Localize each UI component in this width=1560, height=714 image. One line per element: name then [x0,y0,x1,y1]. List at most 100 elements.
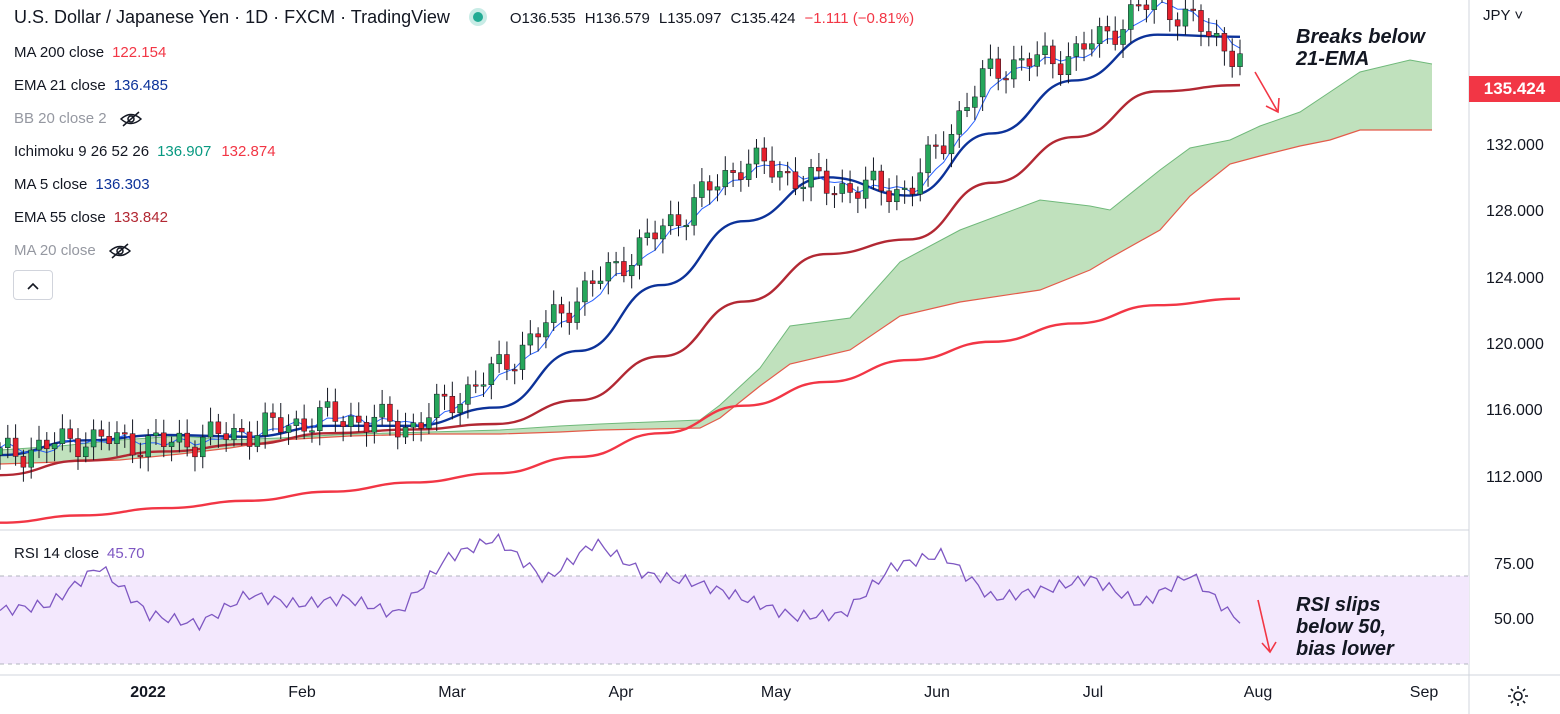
legend-bb20[interactable]: BB 20 close 2 [14,110,143,128]
ohlc-low: L135.097 [658,10,722,27]
candle-body [106,436,112,444]
candle-body [394,421,401,438]
legend-ichimoku[interactable]: Ichimoku 9 26 52 26 136.907 132.874 [14,143,286,160]
candle-body [441,393,448,397]
candle-body [379,403,385,418]
currency-selector[interactable]: JPY ˅ [1483,7,1524,24]
candle-body [722,170,729,188]
rsi-band [0,576,1469,664]
ma5-line [0,1,1241,454]
candle-body [20,456,27,468]
annotation-line: below 50, [1296,616,1387,638]
legend-label: Ichimoku 9 26 52 26 [14,143,150,160]
candle-body [480,384,487,387]
candle-body [239,428,245,433]
candle-body [777,171,783,178]
legend-ema55[interactable]: EMA 55 close 133.842 [14,209,178,226]
candle-body [1135,4,1142,7]
rsi-line [0,532,1241,632]
gear-icon[interactable] [1506,684,1530,708]
price-tick: 132.000 [1486,137,1544,154]
candle-body [714,186,721,191]
candle-body [1112,30,1118,45]
annotation-arrow-price [1254,71,1280,114]
candle-body [1190,8,1196,11]
candle-body [933,144,939,147]
candle-body [324,401,331,408]
legend-value: 133.842 [113,209,168,226]
legend-label: MA 200 close [14,44,105,61]
candle-body [28,449,34,468]
ichimoku-cloud [0,60,1432,464]
candle-body [964,107,970,111]
candle-body [1198,10,1204,32]
candle-body [316,407,323,432]
candle-body [699,181,705,198]
candle-body [90,429,97,448]
candle-body [753,147,760,165]
ema55-line [0,83,1241,477]
time-tick: 2022 [130,684,166,701]
candle-body [808,167,814,188]
candle-body [137,454,144,458]
legend-ma200[interactable]: MA 200 close 122.154 [14,44,176,61]
eye-crossed-icon[interactable] [119,110,143,128]
legend-ma5[interactable]: MA 5 close 136.303 [14,176,160,193]
candle-body [1128,4,1134,30]
price-tick: 124.000 [1486,270,1544,287]
candle-body [839,183,846,194]
legend-ema21[interactable]: EMA 21 close 136.485 [14,77,178,94]
candle-body [660,225,666,240]
time-tick: Sep [1409,684,1439,701]
candle-body [98,429,105,437]
candle-body [792,171,799,189]
candles [0,0,1243,482]
candle-body [129,433,136,456]
candle-body [925,144,931,174]
legend-ma20[interactable]: MA 20 close [14,242,132,260]
candle-body [1174,19,1181,27]
candle-body [847,183,853,193]
market-status-icon [472,12,483,23]
candle-body [1073,43,1079,57]
candle-body [418,422,424,429]
time-tick: Mar [438,684,466,701]
ma200-line [0,297,1241,524]
candle-body [1229,50,1235,67]
candle-body [51,443,58,450]
candle-body [262,412,268,436]
price-tick: 128.000 [1486,203,1544,220]
candle-body [823,170,830,194]
candle-body [761,147,768,162]
candle-body [589,280,596,284]
candle-body [1050,45,1056,65]
time-tick: Aug [1243,684,1273,701]
candle-body [278,417,284,433]
candle-body [355,415,362,423]
candle-body [145,435,151,458]
candle-body [816,167,822,172]
candle-body [44,439,50,450]
candle-body [200,436,206,458]
legend-rsi[interactable]: RSI 14 close 45.70 [14,545,155,562]
candle-body [348,415,354,427]
candle-body [285,425,292,433]
candle-body [706,181,713,191]
candle-body [1057,63,1064,76]
candle-body [917,172,924,195]
collapse-legend-button[interactable] [13,270,53,300]
candle-body [114,432,120,444]
candle-body [192,446,198,458]
candle-body [176,432,183,443]
candle-body [995,58,1001,79]
symbol-title[interactable]: U.S. Dollar / Japanese Yen · 1D · FXCM ·… [14,7,450,27]
candle-body [1096,26,1103,44]
ohlc-close: C135.424 [730,10,796,27]
candle-body [270,412,276,418]
candle-body [972,96,978,108]
candle-body [1206,31,1212,37]
annotation-line: bias lower [1296,638,1394,660]
legend-label: BB 20 close 2 [14,110,107,127]
eye-crossed-icon[interactable] [108,242,132,260]
